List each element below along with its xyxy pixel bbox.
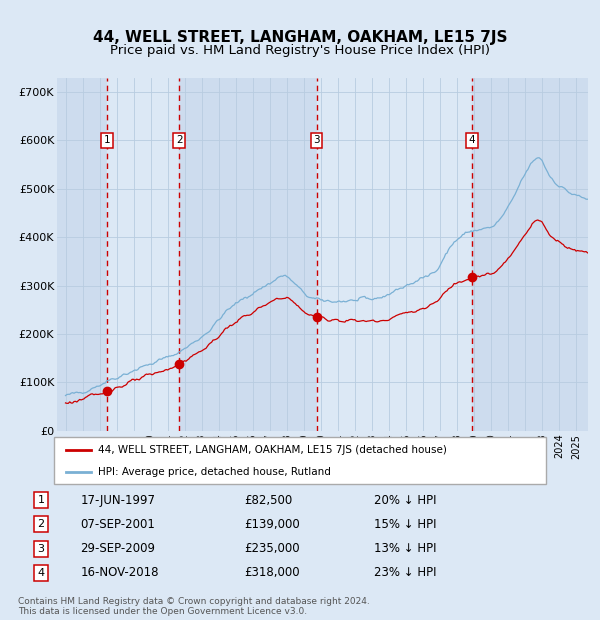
Text: 16-NOV-2018: 16-NOV-2018	[80, 567, 159, 580]
FancyBboxPatch shape	[54, 437, 546, 484]
Text: 20% ↓ HPI: 20% ↓ HPI	[374, 494, 436, 507]
Text: 3: 3	[37, 544, 44, 554]
Bar	[179, 78, 317, 431]
Text: £318,000: £318,000	[244, 567, 299, 580]
Text: 4: 4	[37, 568, 44, 578]
Text: 23% ↓ HPI: 23% ↓ HPI	[374, 567, 436, 580]
Text: £82,500: £82,500	[244, 494, 292, 507]
Text: 15% ↓ HPI: 15% ↓ HPI	[374, 518, 436, 531]
Text: HPI: Average price, detached house, Rutland: HPI: Average price, detached house, Rutl…	[98, 467, 331, 477]
Text: 2: 2	[176, 135, 182, 146]
Bar	[317, 78, 472, 431]
Text: 1: 1	[104, 135, 110, 146]
Text: 17-JUN-1997: 17-JUN-1997	[80, 494, 155, 507]
Text: 44, WELL STREET, LANGHAM, OAKHAM, LE15 7JS: 44, WELL STREET, LANGHAM, OAKHAM, LE15 7…	[93, 30, 507, 45]
Text: Contains HM Land Registry data © Crown copyright and database right 2024.
This d: Contains HM Land Registry data © Crown c…	[18, 596, 370, 616]
Text: 29-SEP-2009: 29-SEP-2009	[80, 542, 155, 555]
Text: 13% ↓ HPI: 13% ↓ HPI	[374, 542, 436, 555]
Text: 44, WELL STREET, LANGHAM, OAKHAM, LE15 7JS (detached house): 44, WELL STREET, LANGHAM, OAKHAM, LE15 7…	[98, 445, 447, 454]
Text: 07-SEP-2001: 07-SEP-2001	[80, 518, 155, 531]
Text: 3: 3	[313, 135, 320, 146]
Bar	[107, 78, 179, 431]
Text: 1: 1	[37, 495, 44, 505]
Text: Price paid vs. HM Land Registry's House Price Index (HPI): Price paid vs. HM Land Registry's House …	[110, 45, 490, 57]
Text: £139,000: £139,000	[244, 518, 300, 531]
Text: 4: 4	[469, 135, 475, 146]
Bar	[57, 78, 107, 431]
Bar	[472, 78, 588, 431]
Text: £235,000: £235,000	[244, 542, 299, 555]
Text: 2: 2	[37, 520, 44, 529]
